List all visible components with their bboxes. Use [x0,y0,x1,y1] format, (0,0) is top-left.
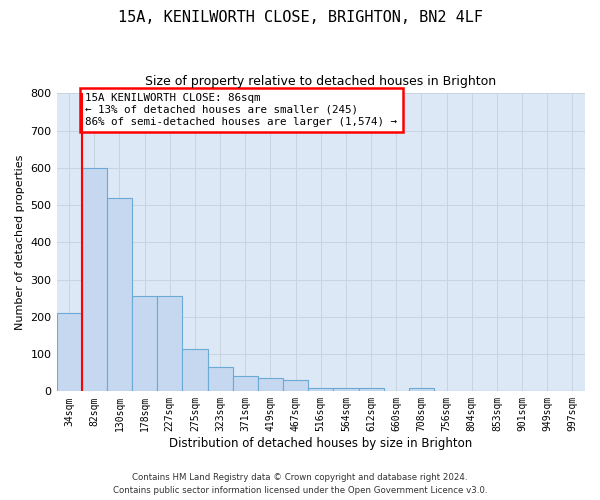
Title: Size of property relative to detached houses in Brighton: Size of property relative to detached ho… [145,75,496,88]
Text: 15A, KENILWORTH CLOSE, BRIGHTON, BN2 4LF: 15A, KENILWORTH CLOSE, BRIGHTON, BN2 4LF [118,10,482,25]
Bar [334,388,359,392]
Text: Contains HM Land Registry data © Crown copyright and database right 2024.
Contai: Contains HM Land Registry data © Crown c… [113,474,487,495]
Bar [359,388,383,392]
Text: 15A KENILWORTH CLOSE: 86sqm
← 13% of detached houses are smaller (245)
86% of se: 15A KENILWORTH CLOSE: 86sqm ← 13% of det… [85,94,397,126]
Bar [208,367,233,392]
Bar [132,296,157,392]
Y-axis label: Number of detached properties: Number of detached properties [15,154,25,330]
Bar [56,313,82,392]
Bar [157,296,182,392]
Bar [82,168,107,392]
Bar [283,380,308,392]
Bar [258,378,283,392]
Bar [107,198,132,392]
Bar [233,376,258,392]
Bar [409,388,434,392]
X-axis label: Distribution of detached houses by size in Brighton: Distribution of detached houses by size … [169,437,472,450]
Bar [182,349,208,392]
Bar [308,388,334,392]
